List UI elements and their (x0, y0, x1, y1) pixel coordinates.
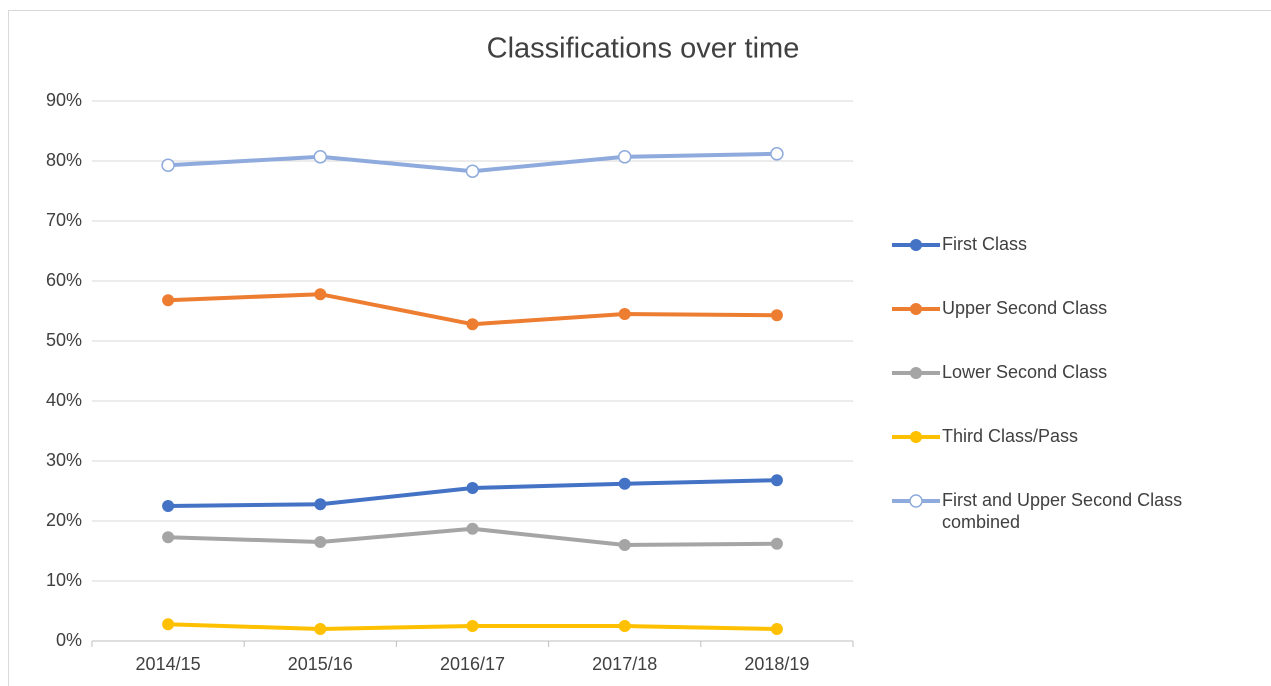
legend-marker (910, 303, 922, 315)
data-point (162, 618, 175, 631)
data-point (314, 536, 327, 548)
data-point (466, 318, 479, 331)
data-point (162, 500, 175, 512)
y-tick-label: 40% (46, 390, 82, 410)
y-tick-label: 70% (46, 210, 82, 230)
y-tick-label: 0% (56, 630, 82, 650)
data-point (162, 531, 175, 544)
data-point (770, 309, 783, 322)
data-point (618, 308, 631, 320)
data-point (618, 477, 631, 490)
data-point (313, 150, 328, 164)
legend-label: Upper Second Class (942, 298, 1107, 318)
data-point (314, 288, 327, 301)
y-tick-label: 10% (46, 570, 82, 590)
data-point (770, 147, 784, 161)
x-tick-label: 2018/19 (744, 654, 809, 674)
legend-marker (910, 367, 922, 379)
data-point (314, 498, 327, 511)
data-point (314, 623, 327, 635)
legend-marker (910, 239, 922, 251)
legend-line-text: First Class (942, 234, 1027, 254)
chart-border (8, 10, 1271, 686)
legend-marker (909, 494, 923, 508)
data-point (465, 164, 480, 178)
data-point (770, 537, 783, 550)
data-point (466, 522, 479, 535)
legend-label: First Class (942, 234, 1027, 254)
legend-line-text: Third Class/Pass (942, 426, 1078, 446)
legend-line-text: combined (942, 512, 1020, 532)
chart-title: Classifications over time (487, 33, 800, 65)
legend-marker (910, 431, 922, 443)
x-tick-label: 2014/15 (136, 654, 201, 674)
legend-label: First and Upper Second Class combined (942, 490, 1182, 532)
legend-line-text: Lower Second Class (942, 362, 1107, 382)
data-point (770, 474, 783, 487)
data-point (617, 150, 632, 164)
data-point (162, 294, 175, 307)
x-tick-label: 2017/18 (592, 654, 657, 674)
y-tick-label: 80% (46, 150, 82, 170)
legend-line-text: Upper Second Class (942, 298, 1107, 318)
x-tick-label: 2015/16 (288, 654, 353, 674)
legend-line-text: First and Upper Second Class (942, 490, 1182, 510)
data-point (466, 482, 479, 494)
y-tick-label: 20% (46, 510, 82, 530)
data-point (466, 620, 479, 632)
y-tick-label: 60% (46, 270, 82, 290)
legend-label: Lower Second Class (942, 362, 1107, 382)
legend-label: Third Class/Pass (942, 426, 1078, 446)
data-point (770, 623, 783, 635)
data-point (161, 158, 175, 172)
y-tick-label: 50% (46, 330, 82, 350)
data-point (618, 620, 631, 632)
y-tick-label: 30% (46, 450, 82, 470)
data-point (618, 539, 631, 551)
y-tick-label: 90% (46, 90, 82, 110)
x-tick-label: 2016/17 (440, 654, 505, 674)
